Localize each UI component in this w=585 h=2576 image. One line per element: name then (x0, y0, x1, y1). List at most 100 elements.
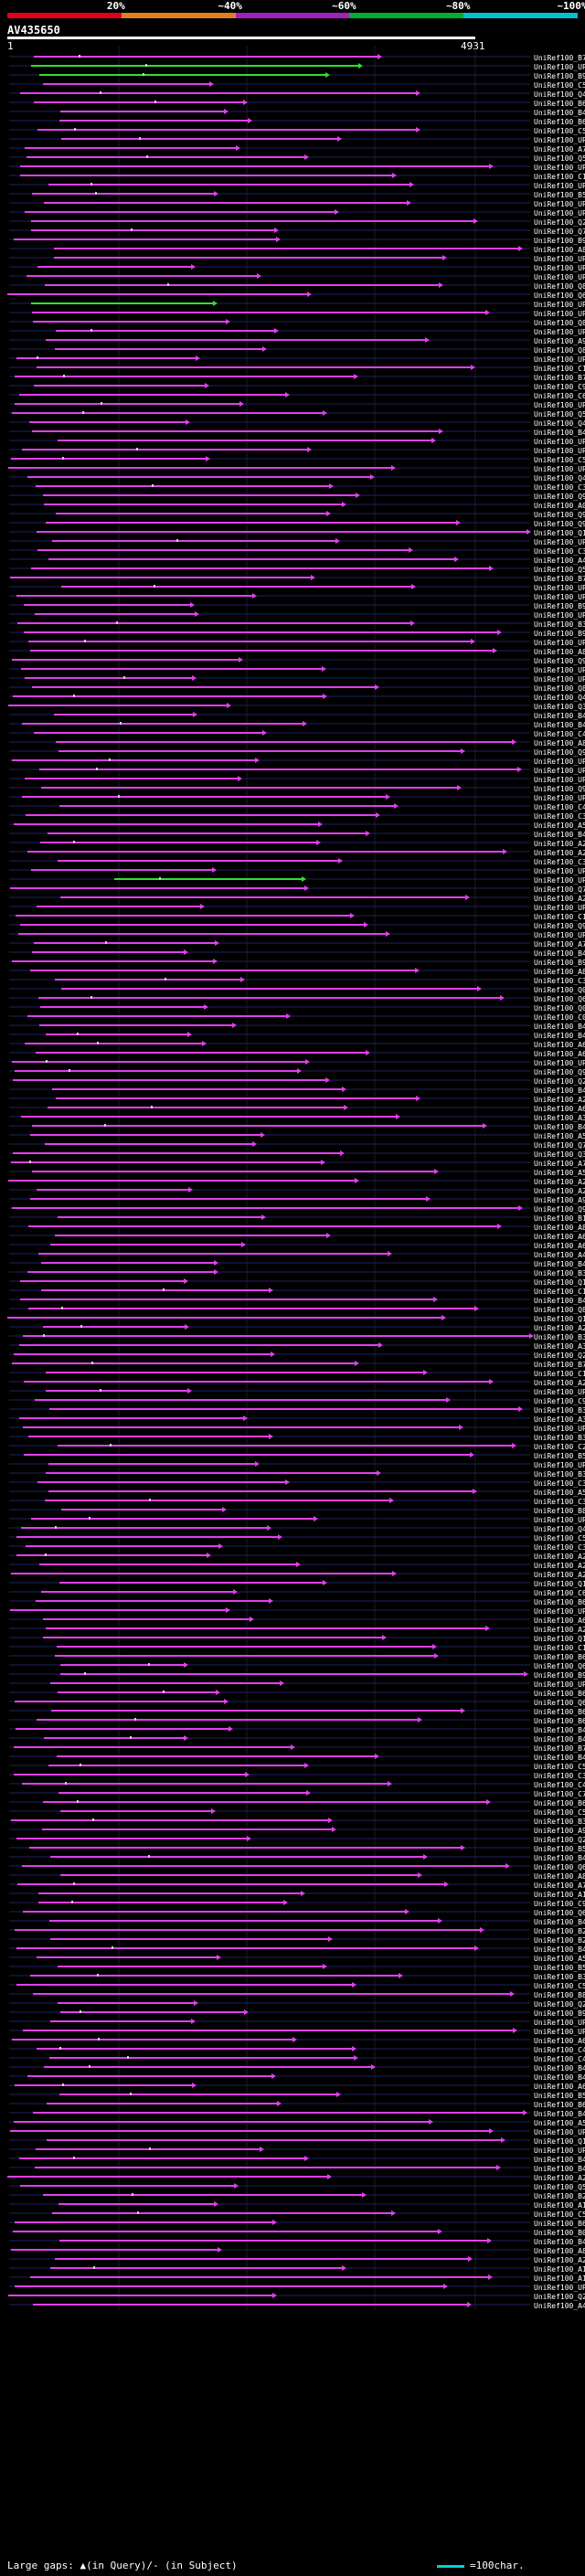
hit-arrow (188, 1187, 193, 1193)
hit-label: UniRef100_Q6MS55 (534, 1863, 585, 1871)
hit-label: UniRef100_A2EDM2 (534, 1553, 585, 1561)
hit-arrow (323, 1580, 327, 1585)
hit-label: UniRef100_B6TMA2 (534, 100, 585, 108)
legend-label: ~100% (557, 0, 585, 12)
hit-arrow (280, 1680, 284, 1686)
hit-arrow (321, 1160, 325, 1165)
hit-label: UniRef100_Q8H1Q3 (534, 346, 585, 355)
gap-marker (148, 1663, 150, 1666)
hit-label: UniRef100_B3N326 (534, 1818, 585, 1826)
hit-arrow (394, 803, 399, 809)
gap-marker (63, 375, 65, 377)
hit-arrow (366, 1050, 370, 1055)
hit-label: UniRef100_UP1000... (534, 593, 585, 601)
hit-label: UniRef100_UP1000... (534, 209, 585, 217)
hit-label: UniRef100_B7TI17 (534, 1361, 585, 1369)
hit-label: UniRef100_A5GWS1 (534, 1489, 585, 1497)
hit-label: UniRef100_UP1000... (534, 2019, 585, 2027)
gap-marker (90, 996, 92, 999)
hit-arrow (468, 2256, 473, 2262)
hit-label: UniRef100_B7PLB6 (534, 575, 585, 583)
hit-label: UniRef100_UP1000... (534, 876, 585, 885)
hit-label: UniRef100_UP1000... (534, 301, 585, 309)
hit-label: UniRef100_A2G7N1 (534, 1626, 585, 1634)
hit-label: UniRef100_B3N8U1 (534, 1470, 585, 1479)
hit-arrow (485, 1626, 490, 1631)
hit-label: UniRef100_Q9FKM6 (534, 520, 585, 528)
hit-label: UniRef100_B9PK4I9 (534, 2009, 585, 2018)
hit-arrow (191, 2019, 196, 2024)
hit-arrow (325, 72, 330, 78)
hit-arrow (296, 1562, 301, 1567)
hit-label: UniRef100_UP1000... (534, 328, 585, 336)
hit-label: UniRef100_Q1HF95 (534, 2137, 585, 2146)
hit-arrow (186, 419, 190, 425)
hit-arrow (196, 355, 200, 361)
hit-label: UniRef100_B4LT38 (534, 949, 585, 958)
hit-label: UniRef100_UP1000... (534, 1059, 585, 1067)
hit-label: UniRef100_C9M633 (534, 383, 585, 391)
hit-arrow (232, 1023, 237, 1028)
hit-arrow (416, 127, 420, 133)
hit-label: UniRef100_Q1G9K4 (534, 1315, 585, 1323)
hit-arrow (442, 255, 447, 260)
hit-label: UniRef100_UP1000... (534, 1607, 585, 1616)
hit-arrow (305, 1059, 310, 1065)
hit-label: UniRef100_C4PCJ4 (534, 1781, 585, 1789)
hit-arrow (480, 1927, 484, 1933)
hit-label: UniRef100_UP1000... (534, 401, 585, 409)
hit-label: UniRef100_A1TTW7 (534, 2274, 585, 2283)
hit-label: UniRef100_A1DND3 (534, 2265, 585, 2274)
hit-label: UniRef100_B4KYL0 (534, 2156, 585, 2164)
gap-marker (91, 1362, 93, 1364)
hit-label: UniRef100_C3XXC4 (534, 977, 585, 985)
hit-label: UniRef100_B7GTM5 (534, 1744, 585, 1753)
hit-arrow (301, 1891, 305, 1896)
hit-label: UniRef100_B4MN36 (534, 1918, 585, 1926)
hit-arrow (217, 1955, 221, 1960)
hit-label: UniRef100_A8WK37 (534, 1872, 585, 1881)
hit-label: UniRef100_B9FTT5 (534, 630, 585, 638)
hit-label: UniRef100_A8J7X1 (534, 246, 585, 254)
gap-marker (130, 1736, 132, 1739)
hit-arrow (187, 1032, 192, 1037)
hit-label: UniRef100_C4R135 (534, 730, 585, 738)
hit-arrow (486, 1799, 491, 1805)
gap-marker (79, 55, 80, 58)
gap-marker (61, 1307, 63, 1309)
hit-arrow (276, 237, 281, 242)
hit-label: UniRef100_B3SCN6 (534, 620, 585, 629)
hit-label: UniRef100_A3Z7H5 (534, 1114, 585, 1122)
hit-arrow (467, 2302, 472, 2307)
hit-label: UniRef100_A8PMK0 (534, 1224, 585, 1232)
hit-arrow (257, 273, 261, 279)
hit-label: UniRef100_A5KNT7 (534, 1132, 585, 1140)
hit-arrow (215, 940, 219, 946)
hit-arrow (526, 529, 531, 535)
hit-arrow (211, 1808, 216, 1814)
hit-arrow (329, 483, 334, 489)
hit-label: UniRef100_A1RGQ1 (534, 1891, 585, 1899)
hit-label: UniRef100_B6Q7M0 (534, 1598, 585, 1606)
legend-segment (235, 13, 350, 18)
query-id: AV435650 (7, 24, 60, 37)
hit-label: UniRef100_A9S8W2 (534, 1196, 585, 1204)
hit-label: UniRef100_C4FFV2 (534, 2046, 585, 2054)
gap-marker (73, 1882, 75, 1885)
gap-marker (165, 978, 166, 981)
hit-arrow (399, 1973, 403, 1978)
hit-arrow (483, 1123, 487, 1129)
hit-arrow (350, 913, 355, 918)
hit-label: UniRef100_Q6QW23 (534, 292, 585, 300)
hit-arrow (200, 904, 205, 909)
hit-arrow (206, 456, 210, 461)
hit-arrow (410, 182, 414, 187)
gap-marker (96, 768, 98, 770)
hit-arrow (243, 1415, 248, 1421)
hit-label: UniRef100_Q9SWK1 (534, 511, 585, 519)
query-end: 4931 (461, 40, 485, 52)
hit-arrow (304, 2156, 309, 2161)
hit-arrow (512, 739, 516, 745)
hit-arrow (415, 968, 420, 973)
hit-label: UniRef100_UP1000... (534, 2028, 585, 2036)
